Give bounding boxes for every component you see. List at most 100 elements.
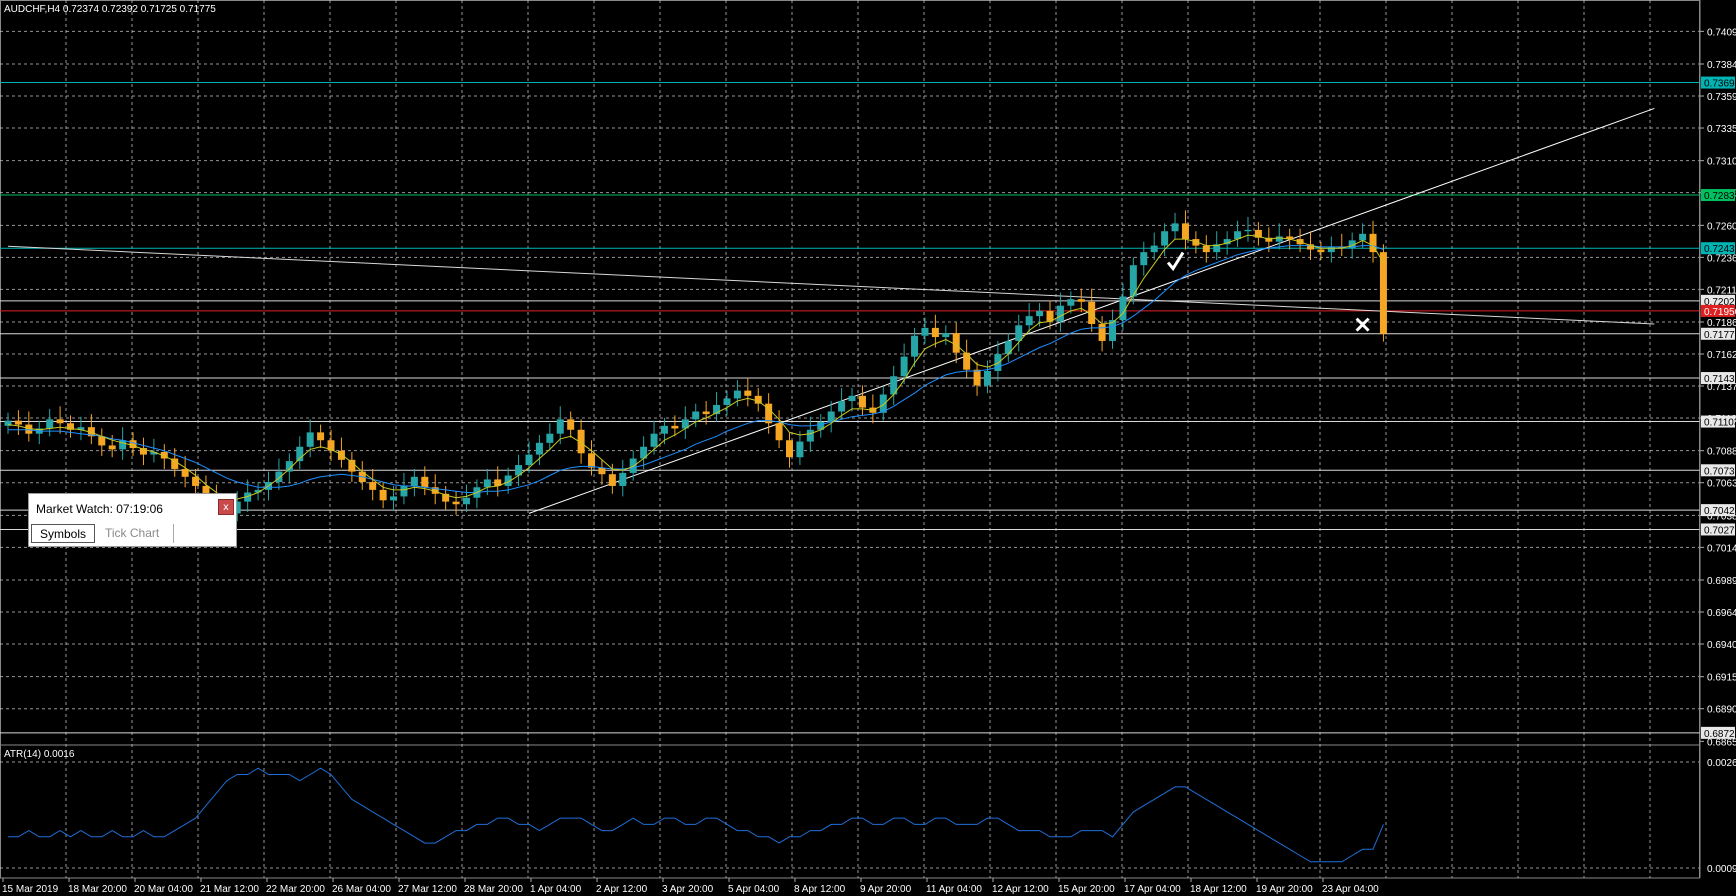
time-axis: 15 Mar 2019 18 Mar 20:00 20 Mar 04:00 21 Ma… xyxy=(2,878,1379,895)
bull-candle xyxy=(1244,229,1252,232)
ma-fast-line xyxy=(7,234,1384,500)
time-tick-label: 19 Apr 20:00 xyxy=(1256,884,1313,895)
time-tick-label: 23 Apr 04:00 xyxy=(1322,884,1379,895)
bear-candle xyxy=(442,493,450,502)
bear-candle xyxy=(963,352,971,370)
bear-candle xyxy=(421,476,429,488)
bull-candle xyxy=(1119,296,1127,321)
bull-candle xyxy=(525,454,533,466)
bear-candle xyxy=(348,459,356,472)
time-tick-label: 1 Apr 04:00 xyxy=(530,884,582,895)
bull-candle xyxy=(650,433,658,447)
time-tick-label: 8 Apr 12:00 xyxy=(794,884,846,895)
bear-candle xyxy=(25,424,33,434)
bear-candle xyxy=(588,453,596,468)
bear-candle xyxy=(1181,223,1189,240)
time-tick-label: 5 Apr 04:00 xyxy=(728,884,780,895)
bull-candle xyxy=(723,398,731,405)
tab-symbols[interactable]: Symbols xyxy=(31,524,96,543)
bull-candle xyxy=(285,461,293,472)
bear-candle xyxy=(1046,310,1054,322)
bear-candle xyxy=(567,419,575,430)
bull-candle xyxy=(619,472,627,486)
bull-candle xyxy=(911,335,919,357)
bull-candle xyxy=(796,441,804,458)
time-tick-label: 3 Apr 20:00 xyxy=(662,884,714,895)
price-tick-label: 0.72605 xyxy=(1707,221,1736,232)
bull-candle xyxy=(1275,236,1283,242)
bull-candle xyxy=(848,395,856,402)
bull-candle xyxy=(733,390,741,399)
price-tag-label: 0.71775 xyxy=(1704,330,1736,341)
bear-candle xyxy=(317,432,325,441)
price-tag xyxy=(1701,504,1735,517)
bear-candle xyxy=(379,489,387,501)
bear-candle xyxy=(369,482,377,490)
price-tag xyxy=(1701,304,1735,317)
candlesticks xyxy=(4,210,1387,524)
bull-candle xyxy=(921,327,929,336)
bear-candle xyxy=(754,395,762,404)
market-watch-tabs: Symbols Tick Chart xyxy=(31,524,231,545)
bull-candle xyxy=(900,356,908,377)
bull-candle xyxy=(390,496,398,501)
bull-candle xyxy=(681,419,689,429)
bull-candle xyxy=(1223,239,1231,245)
bear-candle xyxy=(786,440,793,458)
bull-candle xyxy=(942,333,950,338)
market-watch-panel[interactable]: Market Watch: 07:19:06 x Symbols Tick Ch… xyxy=(28,493,237,547)
bull-candle xyxy=(1359,233,1367,241)
time-tick-label: 17 Apr 04:00 xyxy=(1124,884,1181,895)
bear-candle xyxy=(952,333,960,353)
atr-line xyxy=(8,767,1384,863)
check-icon xyxy=(1166,251,1185,272)
bull-candle xyxy=(46,419,54,429)
bull-candle xyxy=(410,476,418,486)
bull-candle xyxy=(483,479,491,488)
price-tag-label: 0.71103 xyxy=(1704,418,1736,429)
bull-candle xyxy=(629,458,637,473)
price-tick-label: 0.70635 xyxy=(1707,479,1736,490)
bull-candle xyxy=(306,432,314,447)
price-tag xyxy=(1701,189,1735,202)
time-tick-label: 12 Apr 12:00 xyxy=(992,884,1049,895)
bear-candle xyxy=(1369,233,1377,253)
tab-tick-chart[interactable]: Tick Chart xyxy=(97,524,175,543)
price-tag-label: 0.70425 xyxy=(1704,506,1736,517)
horizontal-levels[interactable] xyxy=(0,82,1700,734)
trade-marks xyxy=(1166,251,1370,332)
bull-candle xyxy=(994,354,1002,371)
price-tick-label: 0.71375 xyxy=(1707,382,1736,393)
bear-candle xyxy=(192,476,200,486)
trendline[interactable] xyxy=(7,245,1655,325)
bull-candle xyxy=(1129,265,1137,297)
time-tick-label: 2 Apr 12:00 xyxy=(596,884,648,895)
bull-candle xyxy=(879,394,887,413)
price-tag-label: 0.71436 xyxy=(1704,374,1736,385)
bull-candle xyxy=(462,497,470,505)
atr-tick-label: 0.0026 xyxy=(1707,758,1736,769)
market-watch-title: Market Watch: 07:19:06 xyxy=(36,502,163,516)
bear-candle xyxy=(775,423,783,441)
time-tick-label: 15 Mar 2019 xyxy=(2,884,59,895)
price-tick-label: 0.70385 xyxy=(1707,511,1736,522)
bull-candle xyxy=(1004,340,1012,355)
price-tick-label: 0.72115 xyxy=(1707,285,1736,296)
bull-candle xyxy=(806,429,814,442)
price-tag xyxy=(1701,372,1735,385)
close-icon[interactable]: x xyxy=(218,499,234,515)
bear-candle xyxy=(494,479,502,486)
price-tag xyxy=(1701,327,1735,340)
bear-candle xyxy=(14,420,22,425)
bear-candle xyxy=(452,501,460,505)
time-tick-label: 11 Apr 04:00 xyxy=(926,884,982,895)
price-tick-label: 0.69645 xyxy=(1707,608,1736,619)
bear-candle xyxy=(1192,239,1200,246)
